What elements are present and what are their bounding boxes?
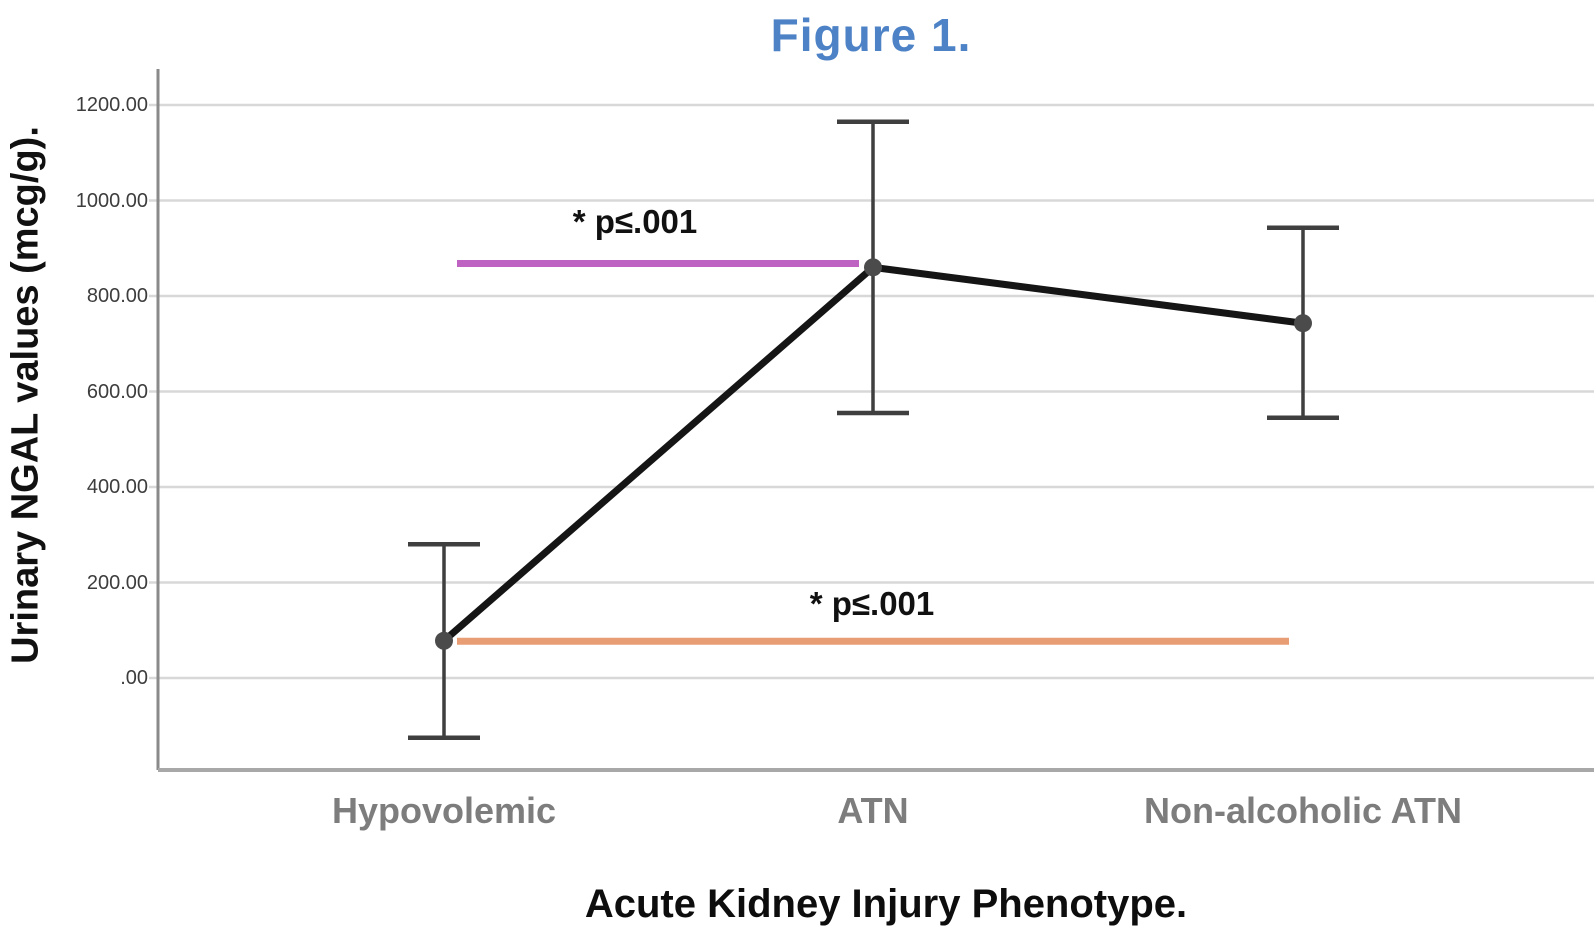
y-tick-label: 200.00 [86,571,148,594]
data-point [435,631,453,650]
x-tick-label-hypovolemic: Hypovolemic [331,790,557,831]
y-tick-label: .00 [120,667,148,689]
x-axis-title: Acute Kidney Injury Phenotype. [584,882,1188,926]
significance-label-lower: * p≤.001 [809,585,935,622]
y-tick-label: 600.00 [86,380,148,403]
x-tick-label-non-alcoholic-atn: Non-alcoholic ATN [1144,790,1462,831]
data-point [864,258,882,277]
y-tick-label: 400.00 [86,476,148,498]
y-tick-label: 800.00 [86,285,148,307]
y-tick-label: 1200.00 [75,94,148,116]
data-point [1294,314,1312,333]
x-tick-label-atn: ATN [837,790,909,831]
y-tick-label: 1000.00 [75,189,148,212]
figure-title: Figure 1. [770,9,972,61]
significance-label-upper: * p≤.001 [572,203,698,240]
